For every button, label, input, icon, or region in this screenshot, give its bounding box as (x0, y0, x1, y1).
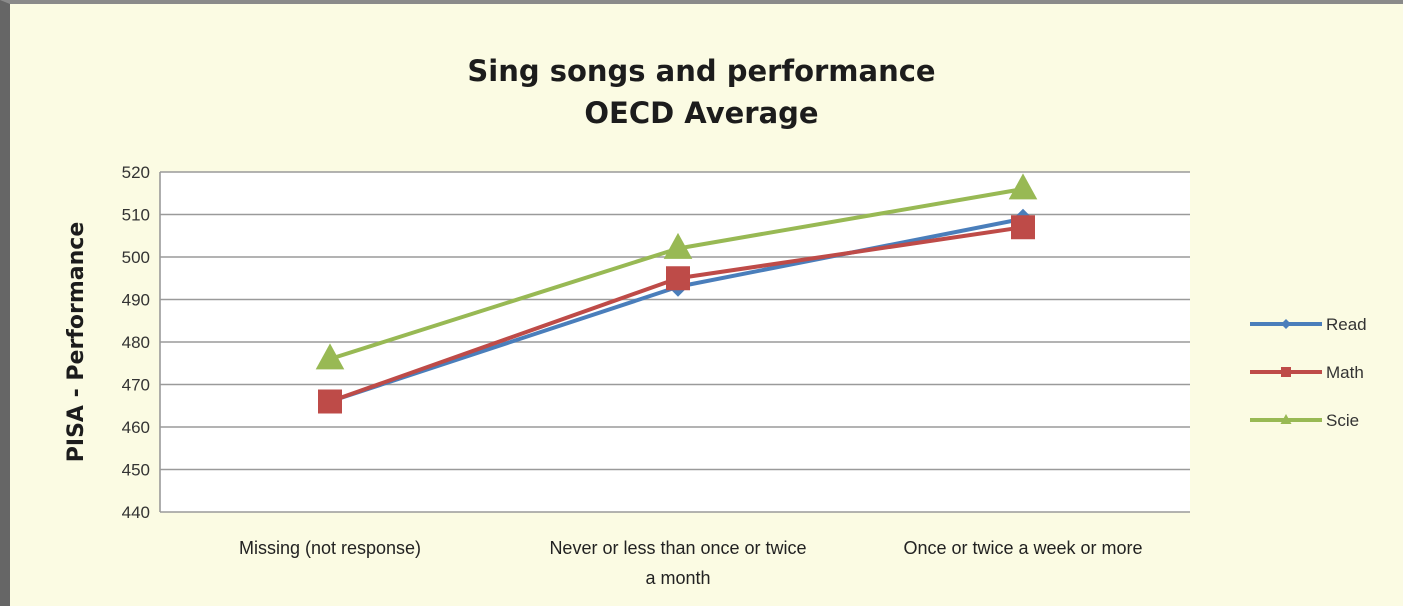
y-tick-label: 490 (122, 291, 150, 310)
legend-item: Scie (1250, 411, 1359, 430)
data-point-marker (663, 232, 693, 259)
x-category-label: Missing (not response) (239, 538, 421, 558)
y-tick-label: 520 (122, 163, 150, 182)
data-point-marker (315, 343, 345, 370)
data-point-marker (666, 266, 690, 291)
y-axis-ticks: 440 450 460 470 480 490 500 510 520 (122, 163, 150, 522)
y-tick-label: 460 (122, 418, 150, 437)
data-point-marker (1281, 367, 1291, 377)
chart-title-line-2: OECD Average (584, 96, 819, 130)
chart-title: Sing songs and performance OECD Average (0, 50, 1403, 134)
y-tick-label: 440 (122, 503, 150, 522)
x-category-label: Never or less than once or twice (549, 538, 806, 558)
y-tick-label: 510 (122, 206, 150, 225)
gridlines (159, 171, 1190, 513)
legend-label: Scie (1326, 411, 1359, 430)
legend-label: Math (1326, 363, 1364, 382)
data-point-marker (1280, 414, 1292, 424)
y-axis-label: PISA - Performance (64, 222, 89, 462)
y-tick-label: 480 (122, 333, 150, 352)
data-point-marker (1281, 319, 1291, 329)
x-category-label: a month (645, 568, 710, 588)
chart-title-line-1: Sing songs and performance (467, 54, 936, 88)
series-scie (315, 173, 1038, 370)
legend-label: Read (1326, 315, 1367, 334)
legend: Read Math Scie (1250, 315, 1367, 430)
data-point-marker (1008, 173, 1038, 200)
x-axis-categories: Missing (not response) Never or less than… (239, 538, 1143, 588)
x-category-label: Once or twice a week or more (903, 538, 1142, 558)
y-tick-label: 470 (122, 376, 150, 395)
series-group (315, 173, 1038, 414)
series-math (318, 215, 1035, 414)
y-tick-label: 450 (122, 461, 150, 480)
legend-item: Read (1250, 315, 1367, 334)
data-point-marker (318, 389, 342, 414)
legend-item: Math (1250, 363, 1364, 382)
data-point-marker (1011, 215, 1035, 240)
y-tick-label: 500 (122, 248, 150, 267)
